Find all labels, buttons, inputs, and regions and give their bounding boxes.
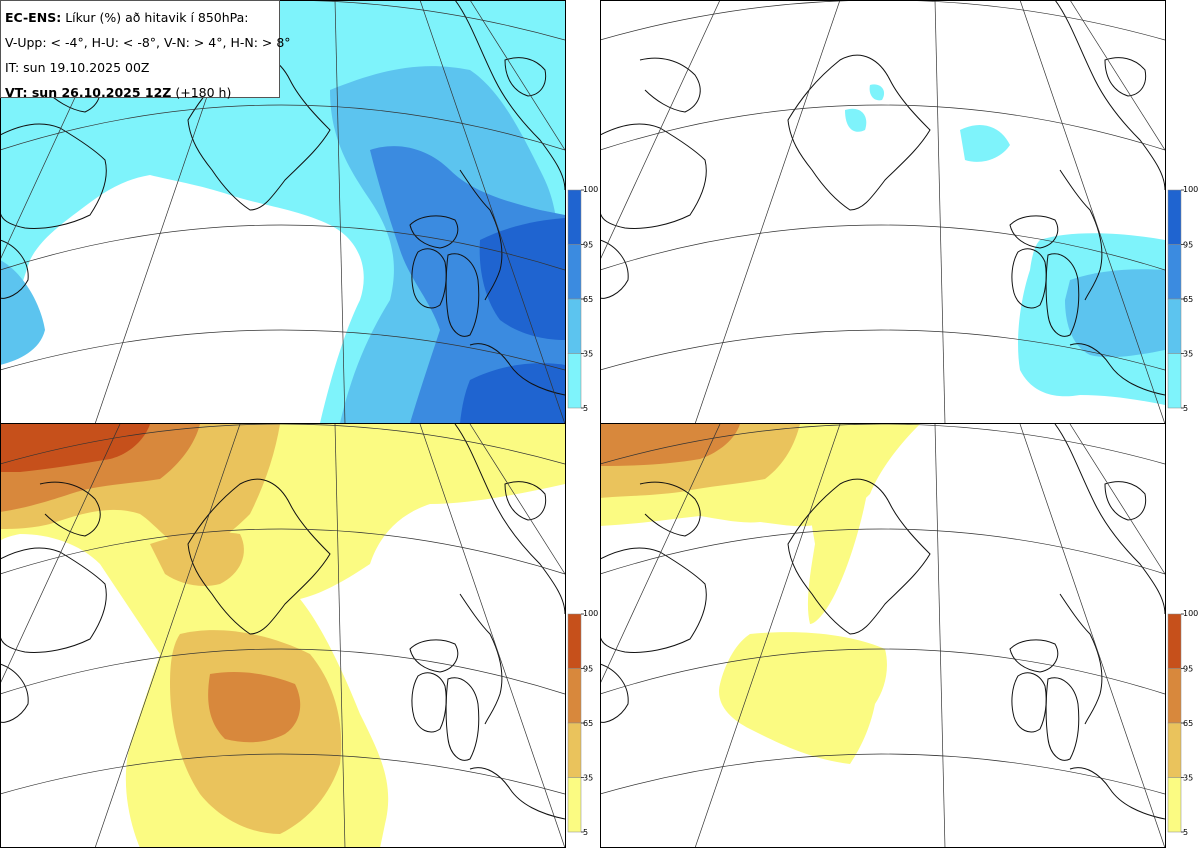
colorbar-tick-label: 95	[583, 665, 593, 674]
map-title: Líkur (%) að hitavik í 850hPa:	[65, 10, 249, 25]
colorbar-bin	[567, 777, 582, 833]
colorbar-tick-label: 100	[1183, 185, 1198, 194]
colorbar-bin	[1167, 353, 1182, 409]
colorbar-bin	[1167, 613, 1182, 669]
issue-time: IT: sun 19.10.2025 00Z	[5, 60, 150, 75]
colorbar-tick-label: 5	[583, 828, 588, 837]
panel-upper-left	[0, 0, 565, 423]
colorbar-warm-lower-left: 100 95 65 35 5	[567, 609, 598, 837]
probability-region-95-100	[0, 424, 150, 472]
colorbar-tick-label: 65	[1183, 295, 1193, 304]
colorbar-bin	[567, 722, 582, 778]
probability-region-65-95	[600, 424, 740, 466]
probability-region-5-35	[0, 424, 565, 848]
colorbar-tick-label: 35	[583, 350, 593, 359]
colorbar-tick-label: 35	[1183, 774, 1193, 783]
colorbar-bin	[567, 244, 582, 300]
colorbar-tick-label: 100	[583, 185, 598, 194]
colorbar-tick-label: 95	[1183, 665, 1193, 674]
colorbar-tick-label: 100	[1183, 609, 1198, 618]
panel-lower-right	[600, 424, 1165, 848]
colorbar-tick-label: 5	[1183, 828, 1188, 837]
colorbar-bin	[567, 298, 582, 354]
colorbar-bin	[1167, 189, 1182, 245]
colorbar-bin	[567, 613, 582, 669]
forecast-lead: (+180 h)	[175, 85, 232, 100]
colorbar-cold-upper-right: 100 95 65 35 5	[1167, 185, 1198, 413]
probability-region-65-95	[208, 672, 301, 743]
colorbar-bin	[1167, 668, 1182, 724]
colorbar-bin	[1167, 244, 1182, 300]
colorbar-bin	[1167, 722, 1182, 778]
header-title-row: EC-ENS: Líkur (%) að hitavik í 850hPa:	[5, 5, 279, 30]
colorbar-tick-label: 35	[1183, 350, 1193, 359]
colorbar-tick-label: 95	[1183, 241, 1193, 250]
colorbar-bin	[1167, 777, 1182, 833]
threshold-definitions: V-Upp: < -4°, H-U: < -8°, V-N: > 4°, H-N…	[5, 35, 291, 50]
colorbar-warm-lower-right: 100 95 65 35 5	[1167, 609, 1198, 837]
colorbar-tick-label: 95	[583, 241, 593, 250]
probability-region-65-95	[370, 146, 565, 423]
panel-lower-left	[0, 424, 565, 848]
colorbar-tick-label: 5	[1183, 404, 1188, 413]
valid-time: VT: sun 26.10.2025 12Z	[5, 85, 172, 100]
colorbar-tick-label: 100	[583, 609, 598, 618]
probability-region-95-100	[479, 218, 565, 340]
colorbar-tick-label: 65	[1183, 719, 1193, 728]
colorbar-tick-label: 35	[583, 774, 593, 783]
valid-time-row: VT: sun 26.10.2025 12Z (+180 h)	[5, 80, 279, 105]
colorbar-cold-upper-left: 100 95 65 35 5	[567, 185, 598, 413]
colorbar-tick-label: 65	[583, 719, 593, 728]
colorbar-tick-label: 65	[583, 295, 593, 304]
colorbar-bin	[567, 353, 582, 409]
panel-upper-right	[600, 0, 1165, 423]
colorbar-bin	[1167, 298, 1182, 354]
header-info-box: EC-ENS: Líkur (%) að hitavik í 850hPa: V…	[0, 0, 291, 100]
colorbar-bin	[567, 668, 582, 724]
colorbar-tick-label: 5	[583, 404, 588, 413]
colorbar-bin	[567, 189, 582, 245]
model-name: EC-ENS:	[5, 10, 62, 25]
